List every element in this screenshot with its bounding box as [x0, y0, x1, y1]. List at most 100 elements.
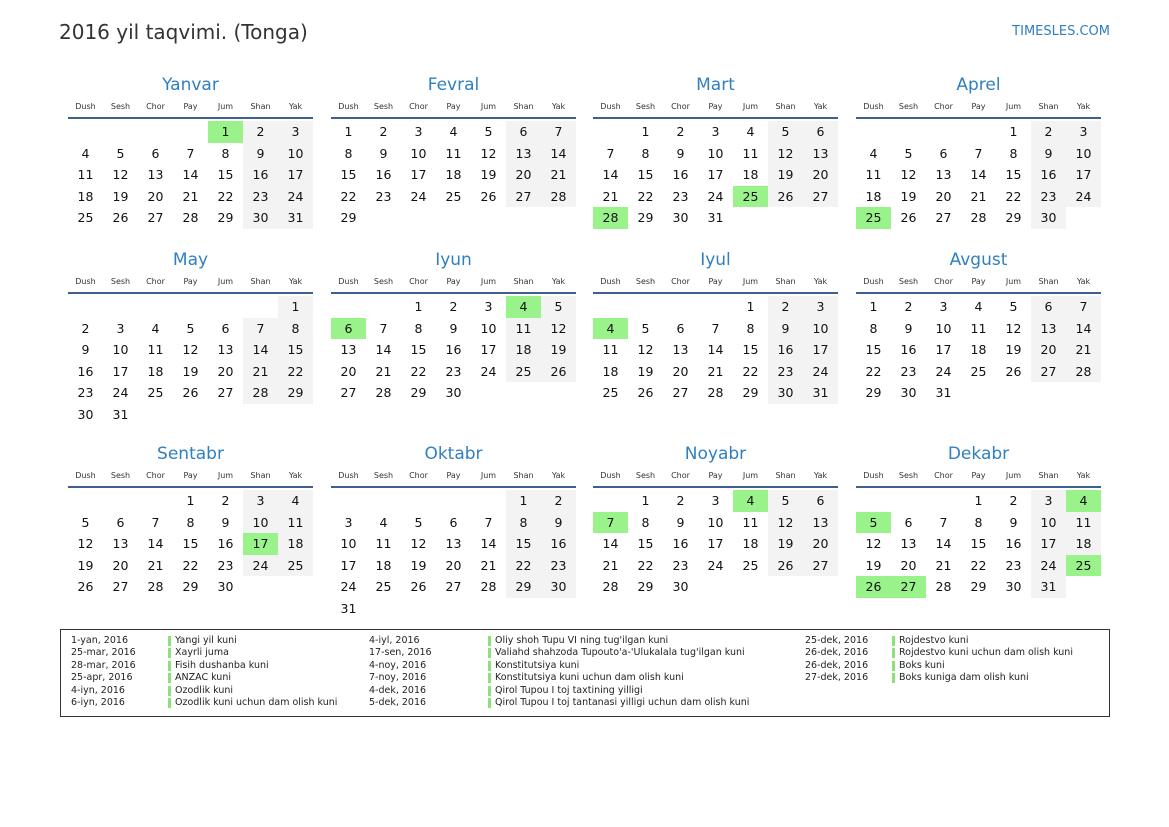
day-cell: 26 — [1005, 363, 1022, 379]
day-cell: 7 — [186, 145, 195, 161]
day-cell: 25 — [970, 363, 987, 379]
weekday-header: Dush Sesh Chor Pay Jum Shan Yak — [856, 272, 1101, 292]
day-cell: 4 — [278, 490, 313, 512]
weekday-label: Shan — [513, 277, 534, 286]
day-cell: 11 — [445, 145, 462, 161]
weekday-label: Jum — [217, 102, 234, 111]
legend-holiday-name: Konstitutsiya kuni — [495, 659, 580, 671]
day-cell: 28 — [970, 210, 987, 225]
day-cell: 4 — [151, 320, 160, 336]
weekday-label: Sesh — [373, 277, 394, 286]
day-cell: 9 — [541, 511, 576, 533]
day-cell: 17 — [935, 342, 952, 357]
day-cell: 21 — [243, 360, 278, 382]
day-cell: 28 — [147, 579, 164, 594]
day-cell: 13 — [340, 342, 357, 357]
weekday-label: Sesh — [635, 471, 656, 480]
day-cell: 30 — [217, 579, 234, 594]
month-title: Fevral — [427, 75, 480, 95]
day-cell: 18 — [445, 167, 462, 182]
day-cell: 26 — [77, 579, 94, 594]
day-cell: 1 — [344, 124, 353, 139]
day-cell: 10 — [340, 536, 357, 551]
day-cell: 30 — [900, 385, 917, 400]
weekday-label: Yak — [288, 277, 303, 286]
day-cell: 26 — [768, 185, 803, 207]
day-cell: 9 — [449, 320, 458, 336]
month-title: Oktabr — [424, 444, 483, 464]
day-cell: 28 — [707, 385, 724, 400]
day-cell: 1 — [974, 493, 983, 508]
day-cell: 6 — [939, 145, 948, 161]
day-cell: 21 — [935, 557, 952, 573]
weekday-label: Jum — [480, 277, 497, 286]
day-cell: 2 — [1009, 493, 1018, 508]
day-cell: 20 — [935, 188, 952, 204]
day-cell: 18 — [742, 167, 759, 182]
brand-link[interactable]: TIMESLES.COM — [1012, 24, 1110, 39]
weekday-label: Pay — [446, 102, 461, 111]
day-cell: 24 — [410, 188, 427, 204]
weekday-label: Pay — [971, 102, 986, 111]
day-cell: 16 — [672, 167, 689, 182]
day-cell: 14 — [375, 342, 392, 357]
weekday-label: Dush — [75, 471, 96, 480]
day-cell: 1 — [746, 299, 755, 314]
day-cell: 14 — [602, 167, 619, 182]
day-cell: 15 — [217, 167, 234, 182]
legend-holiday-name: Qirol Tupou I toj tantanasi yilligi uchu… — [495, 697, 750, 708]
divider — [856, 486, 1101, 488]
day-cell: 25 — [278, 554, 313, 576]
day-cell: 24 — [1031, 554, 1066, 576]
day-cell: 16 — [217, 536, 234, 551]
day-cell: 19 — [182, 363, 199, 379]
day-cell: 19 — [1005, 342, 1022, 357]
weekday-label: Yak — [1076, 102, 1091, 111]
weekday-label: Yak — [288, 471, 303, 480]
day-cell: 2 — [81, 320, 90, 336]
weekday-label: Yak — [1076, 277, 1091, 286]
day-cell: 5 — [768, 490, 803, 512]
day-cell: 4 — [746, 124, 755, 139]
day-cell: 17 — [707, 167, 724, 182]
day-cell: 10 — [935, 320, 952, 336]
month-title: Iyun — [435, 250, 472, 270]
weekday-label: Sesh — [898, 277, 919, 286]
weekday-label: Sesh — [373, 102, 394, 111]
day-cell: 17 — [1066, 164, 1101, 186]
holiday-day-cell: 4 — [593, 317, 628, 339]
weekday-header: Dush Sesh Chor Pay Jum Shan Yak — [593, 97, 838, 117]
day-cell: 3 — [939, 299, 948, 314]
day-cell: 11 — [1066, 511, 1101, 533]
day-cell: 7 — [974, 145, 983, 161]
day-cell: 8 — [221, 145, 230, 161]
day-cell: 24 — [1066, 185, 1101, 207]
day-cell: 16 — [445, 342, 462, 357]
legend-date: 28-mar, 2016 — [71, 659, 136, 671]
day-cell: 18 — [865, 188, 882, 204]
day-cell: 5 — [484, 124, 493, 139]
day-cell: 3 — [278, 121, 313, 143]
weekday-label: Pay — [708, 102, 723, 111]
day-cell: 5 — [768, 121, 803, 143]
day-cell: 18 — [506, 339, 541, 361]
day-cell: 1 — [186, 493, 195, 508]
weekday-label: Sesh — [110, 277, 131, 286]
day-cell: 30 — [77, 406, 94, 422]
divider — [68, 292, 313, 294]
month-iyun: Iyun Dush Sesh Chor Pay Jum Shan Yak 1 2 3 4 5 6 7 8 9 10… — [331, 248, 576, 400]
weekday-label: Jum — [217, 277, 234, 286]
day-cell: 9 — [676, 145, 685, 161]
day-cell: 15 — [182, 536, 199, 551]
month-title: May — [172, 250, 209, 270]
weekday-label: Sesh — [898, 471, 919, 480]
legend-date: 17-sen, 2016 — [369, 647, 432, 659]
day-cell: 23 — [768, 360, 803, 382]
day-cell: 7 — [939, 514, 948, 530]
day-cell: 18 — [602, 363, 619, 379]
day-cell: 25 — [506, 360, 541, 382]
day-cell: 15 — [278, 339, 313, 361]
day-cell: 8 — [186, 514, 195, 530]
weekday-label: Chor — [146, 277, 165, 286]
day-cell: 8 — [869, 320, 878, 336]
